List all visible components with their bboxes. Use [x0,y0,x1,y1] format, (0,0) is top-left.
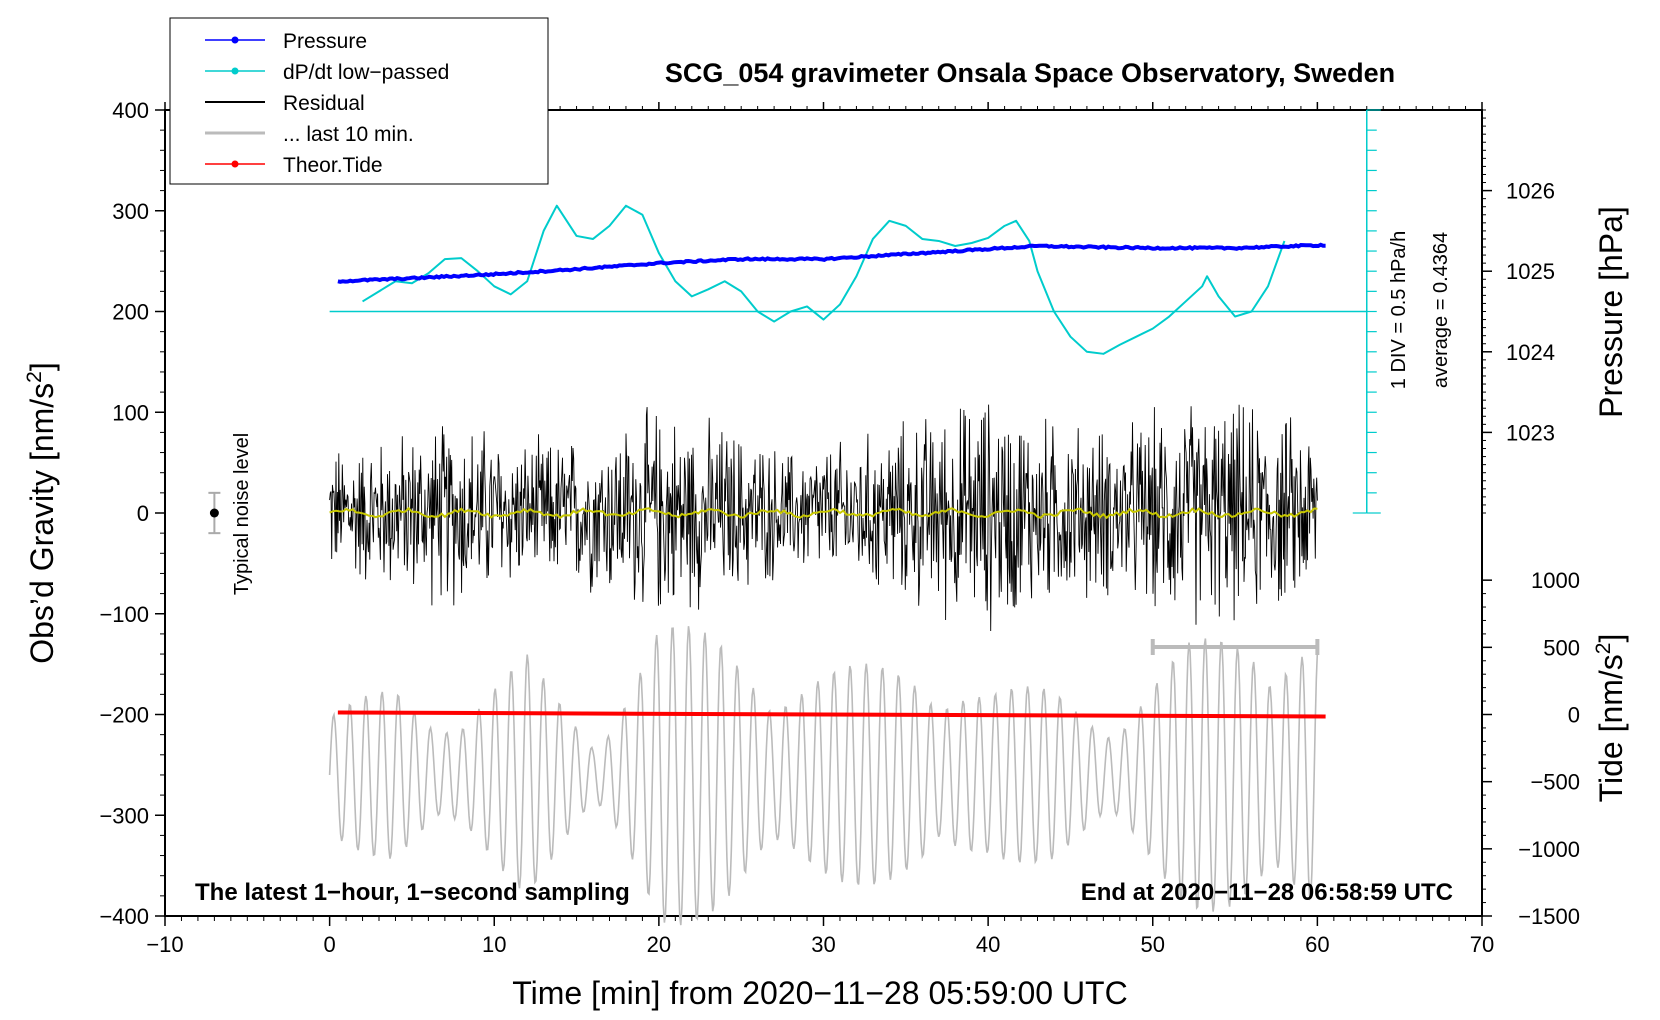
x-axis-title: Time [min] from 2020−11−28 05:59:00 UTC [512,975,1127,1011]
dpdt-line [362,204,1286,355]
tide-tick-label: −1500 [1518,904,1580,929]
pressure-tick-label: 1023 [1506,420,1555,445]
y-tick-label: −200 [99,703,149,728]
tide-tick-label: −1000 [1518,837,1580,862]
dpdt-div-label: 1 DIV = 0.5 hPa/h [1388,231,1410,389]
legend-entry-pressure: Pressure [205,30,367,53]
x-tick-label: 60 [1305,932,1329,957]
last-10-min-line [328,626,1319,926]
x-tick-label: 0 [324,932,336,957]
noise-level-point [209,508,219,518]
y-tick-label: 100 [112,400,149,425]
legend-marker-pressure [231,36,239,44]
footer-left-note: The latest 1−hour, 1−second sampling [195,879,630,906]
legend-entry-dpdt: dP/dt low−passed [205,61,449,84]
axis-ticks: −10 0 10 20 30 40 50 60 704003002001000−100−200−… [99,98,1580,957]
x-tick-label: 70 [1470,932,1494,957]
x-tick-label: −10 [146,932,183,957]
residual-line [329,404,1318,632]
pressure-tick-label: 1024 [1506,340,1555,365]
dpdt-average-label: average = 0.4364 [1430,232,1452,388]
legend-label-last10: ... last 10 min. [283,123,414,146]
tide-tick-label: 1000 [1531,568,1580,593]
x-tick-label: 30 [811,932,835,957]
legend-entry-tide: Theor.Tide [205,154,383,177]
y-tick-label: 0 [137,501,149,526]
x-tick-label: 10 [482,932,506,957]
theoretical-tide-line [337,710,1326,719]
y-tick-label: −400 [99,904,149,929]
pressure-tick-label: 1025 [1506,259,1555,284]
tide-axis-title: Tide [nm/s2] [1592,634,1629,803]
pressure-tick-label: 1026 [1506,179,1555,204]
legend-entry-last10: ... last 10 min. [205,123,414,146]
legend-label-residual: Residual [283,92,365,115]
x-tick-label: 20 [647,932,671,957]
y-tick-label: −100 [99,602,149,627]
pressure-axis-title: Pressure [hPa] [1593,206,1629,418]
pressure-line [337,242,1326,284]
legend-entry-residual: Residual [205,92,365,115]
y-tick-label: 400 [112,98,149,123]
x-tick-label: 40 [976,932,1000,957]
chart-title: SCG_054 gravimeter Onsala Space Observat… [665,58,1395,88]
legend-marker-dpdt [231,67,239,75]
legend-label-dpdt: dP/dt low−passed [283,61,449,84]
y-tick-label: −300 [99,803,149,828]
noise-level-label: Typical noise level [231,433,253,595]
y-tick-label: 300 [112,199,149,224]
legend-label-tide: Theor.Tide [283,154,383,177]
annotations [208,109,1381,655]
legend: Pressure dP/dt low−passed Residual ... l… [169,17,549,185]
tide-tick-label: 0 [1568,703,1580,728]
y-axis-title: Obs’d Gravity [nm/s2] [23,362,60,664]
residual-smoothed-line [329,506,1318,520]
legend-marker-tide [231,160,239,168]
data-series [328,204,1367,926]
legend-label-pressure: Pressure [283,30,367,53]
tide-tick-label: 500 [1543,635,1580,660]
x-tick-label: 50 [1141,932,1165,957]
footer-right-note: End at 2020−11−28 06:58:59 UTC [1081,879,1453,906]
y-tick-label: 200 [112,300,149,325]
tide-tick-label: −500 [1530,770,1580,795]
